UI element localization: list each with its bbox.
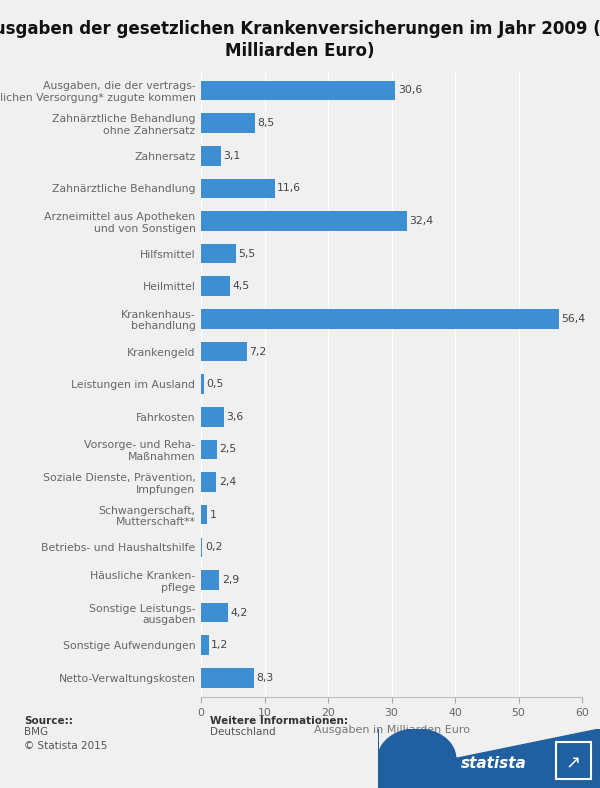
Text: 8,5: 8,5	[257, 118, 275, 128]
Text: 2,4: 2,4	[219, 477, 236, 487]
Polygon shape	[378, 729, 600, 788]
Bar	[201, 113, 255, 133]
Bar	[201, 243, 236, 263]
Text: Deutschland: Deutschland	[210, 727, 275, 738]
Text: Ausgaben der gesetzlichen Krankenversicherungen im Jahr 2009 (in
Milliarden Euro: Ausgaben der gesetzlichen Krankenversich…	[0, 20, 600, 60]
Bar	[201, 571, 220, 589]
Text: 3,6: 3,6	[226, 412, 244, 422]
Bar	[201, 277, 230, 296]
Text: 8,3: 8,3	[256, 673, 274, 683]
Text: 2,9: 2,9	[222, 575, 239, 585]
Bar	[201, 537, 202, 557]
Text: 1: 1	[210, 510, 217, 519]
Text: 30,6: 30,6	[398, 85, 422, 95]
Bar	[201, 603, 227, 623]
Text: ↗: ↗	[566, 754, 581, 772]
Text: 32,4: 32,4	[409, 216, 433, 226]
Text: BMG
© Statista 2015: BMG © Statista 2015	[24, 727, 107, 750]
Text: 0,5: 0,5	[207, 379, 224, 389]
Bar	[201, 179, 275, 198]
Text: 11,6: 11,6	[277, 184, 301, 193]
Bar	[201, 505, 208, 525]
Bar	[201, 668, 254, 688]
Bar	[201, 374, 204, 394]
Bar	[201, 309, 559, 329]
Text: Source::: Source::	[24, 716, 73, 726]
Bar	[201, 440, 217, 459]
Bar	[201, 80, 395, 100]
Text: 1,2: 1,2	[211, 640, 229, 650]
X-axis label: Ausgaben in Milliarden Euro: Ausgaben in Milliarden Euro	[314, 725, 470, 734]
Bar	[201, 472, 216, 492]
Text: 2,5: 2,5	[220, 444, 236, 455]
Bar	[201, 342, 247, 362]
Bar	[201, 407, 224, 426]
Text: statista: statista	[461, 756, 526, 771]
Text: 0,2: 0,2	[205, 542, 222, 552]
Bar	[201, 635, 209, 655]
Text: 7,2: 7,2	[249, 347, 266, 356]
Text: 3,1: 3,1	[223, 151, 241, 161]
Bar	[201, 146, 221, 165]
Text: 4,5: 4,5	[232, 281, 250, 292]
Bar	[201, 211, 407, 231]
Text: 56,4: 56,4	[562, 314, 586, 324]
Text: 5,5: 5,5	[238, 249, 256, 258]
Text: Weitere Informationen:: Weitere Informationen:	[210, 716, 348, 726]
Text: 4,2: 4,2	[230, 608, 247, 618]
